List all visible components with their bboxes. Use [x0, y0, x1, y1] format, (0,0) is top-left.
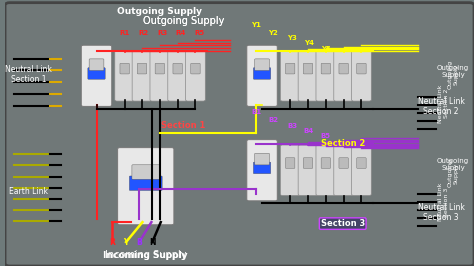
- Text: Neutral Link
Section 1: Neutral Link Section 1: [5, 65, 52, 84]
- FancyBboxPatch shape: [352, 51, 371, 101]
- FancyBboxPatch shape: [280, 145, 300, 196]
- Text: Y: Y: [123, 238, 129, 247]
- FancyBboxPatch shape: [254, 68, 271, 79]
- FancyBboxPatch shape: [339, 158, 348, 168]
- Text: Incoming Supply: Incoming Supply: [105, 250, 186, 260]
- Text: B5: B5: [321, 133, 331, 139]
- FancyBboxPatch shape: [339, 63, 348, 74]
- FancyBboxPatch shape: [89, 59, 104, 70]
- Text: Outgoing
Supply: Outgoing Supply: [447, 60, 458, 89]
- FancyBboxPatch shape: [5, 3, 474, 266]
- FancyBboxPatch shape: [321, 63, 330, 74]
- Text: Y2: Y2: [268, 30, 278, 36]
- FancyBboxPatch shape: [334, 51, 354, 101]
- FancyBboxPatch shape: [316, 145, 336, 196]
- Text: N: N: [149, 238, 155, 247]
- FancyBboxPatch shape: [255, 153, 269, 165]
- Text: Neutral Link
Section 2: Neutral Link Section 2: [418, 97, 465, 116]
- Text: Y3: Y3: [287, 35, 297, 41]
- FancyBboxPatch shape: [285, 158, 295, 168]
- FancyBboxPatch shape: [168, 51, 188, 101]
- FancyBboxPatch shape: [247, 45, 277, 106]
- FancyBboxPatch shape: [88, 68, 105, 79]
- FancyBboxPatch shape: [155, 63, 164, 74]
- FancyBboxPatch shape: [280, 51, 300, 101]
- FancyBboxPatch shape: [132, 165, 160, 179]
- Text: Y4: Y4: [304, 40, 314, 46]
- FancyBboxPatch shape: [298, 51, 318, 101]
- FancyBboxPatch shape: [316, 51, 336, 101]
- Text: B4: B4: [304, 128, 314, 134]
- FancyBboxPatch shape: [254, 162, 271, 174]
- Text: B1: B1: [251, 109, 261, 115]
- Text: Earth Link: Earth Link: [9, 187, 48, 196]
- Text: R4: R4: [176, 30, 186, 36]
- Text: Section 1: Section 1: [161, 121, 205, 130]
- Text: Outgoing Supply: Outgoing Supply: [118, 7, 202, 16]
- FancyBboxPatch shape: [285, 63, 295, 74]
- FancyBboxPatch shape: [137, 63, 146, 74]
- FancyBboxPatch shape: [191, 63, 200, 74]
- Text: B: B: [137, 238, 142, 247]
- FancyBboxPatch shape: [321, 158, 330, 168]
- Text: Section 2: Section 2: [320, 139, 365, 148]
- FancyBboxPatch shape: [132, 51, 152, 101]
- FancyBboxPatch shape: [357, 63, 366, 74]
- FancyBboxPatch shape: [186, 51, 205, 101]
- FancyBboxPatch shape: [129, 176, 162, 190]
- Text: Neutral Link
Section 2: Neutral Link Section 2: [438, 85, 449, 123]
- Text: Neutral Link
Section 3: Neutral Link Section 3: [438, 183, 449, 221]
- Text: Outgoing
Supply: Outgoing Supply: [437, 159, 469, 171]
- Text: R: R: [109, 238, 115, 247]
- Text: R1: R1: [119, 30, 130, 36]
- Text: Outgoing
Supply: Outgoing Supply: [437, 65, 469, 78]
- FancyBboxPatch shape: [303, 158, 313, 168]
- Text: B2: B2: [268, 117, 278, 123]
- FancyBboxPatch shape: [115, 51, 135, 101]
- Text: Y1: Y1: [251, 22, 261, 28]
- Text: Neutral Link
Section 3: Neutral Link Section 3: [418, 203, 465, 222]
- Text: Outgoing Supply: Outgoing Supply: [143, 16, 224, 26]
- Text: R5: R5: [195, 30, 205, 36]
- FancyBboxPatch shape: [173, 63, 182, 74]
- Text: Y5: Y5: [321, 45, 331, 52]
- Text: Section 3: Section 3: [320, 219, 365, 228]
- FancyBboxPatch shape: [334, 145, 354, 196]
- FancyBboxPatch shape: [255, 59, 269, 70]
- FancyBboxPatch shape: [352, 145, 371, 196]
- Text: Outgoing
Supply: Outgoing Supply: [447, 158, 458, 188]
- FancyBboxPatch shape: [81, 45, 112, 106]
- Text: Incoming Supply: Incoming Supply: [103, 251, 188, 260]
- FancyBboxPatch shape: [247, 140, 277, 201]
- FancyBboxPatch shape: [120, 63, 129, 74]
- Text: Outgoing Supply: Outgoing Supply: [143, 16, 224, 26]
- FancyBboxPatch shape: [303, 63, 313, 74]
- FancyBboxPatch shape: [357, 158, 366, 168]
- FancyBboxPatch shape: [298, 145, 318, 196]
- Text: R2: R2: [138, 30, 148, 36]
- FancyBboxPatch shape: [118, 148, 174, 225]
- FancyBboxPatch shape: [150, 51, 170, 101]
- Text: B3: B3: [287, 123, 297, 129]
- Text: R3: R3: [157, 30, 167, 36]
